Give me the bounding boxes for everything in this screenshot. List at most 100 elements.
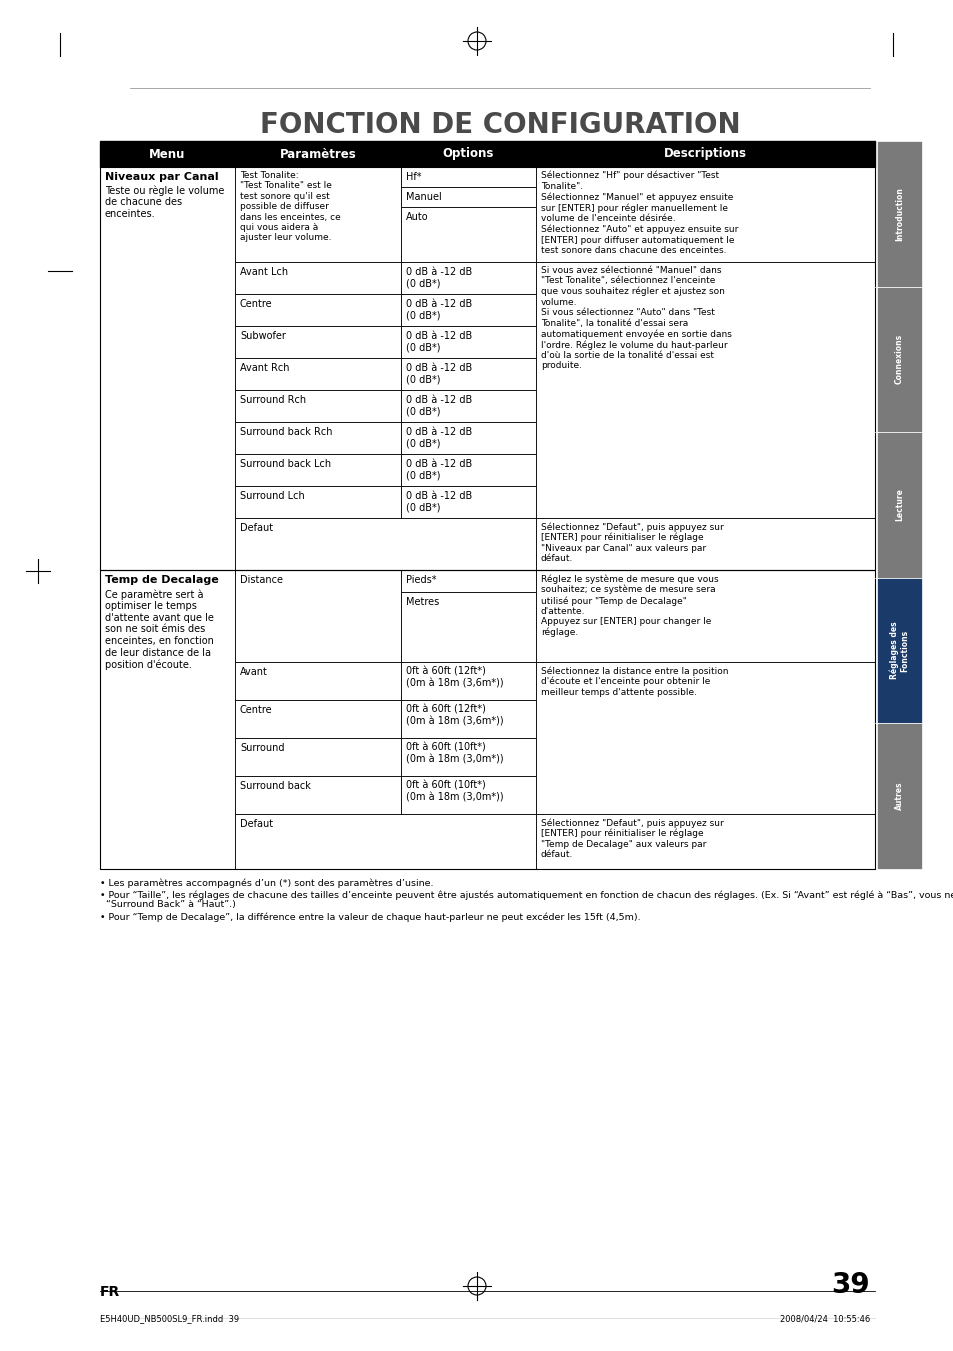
Bar xyxy=(234,454,400,486)
Bar xyxy=(100,168,234,570)
Text: 0 dB à -12 dB
(0 dB*): 0 dB à -12 dB (0 dB*) xyxy=(406,331,472,353)
Text: Surround back: Surround back xyxy=(240,781,311,790)
Text: Sélectionnez "Defaut", puis appuyez sur
[ENTER] pour réinitialiser le réglage
"N: Sélectionnez "Defaut", puis appuyez sur … xyxy=(540,521,723,563)
Bar xyxy=(400,738,536,775)
Text: 0ft à 60ft (12ft*)
(0m à 18m (3,6m*)): 0ft à 60ft (12ft*) (0m à 18m (3,6m*)) xyxy=(406,667,503,689)
Bar xyxy=(400,700,536,738)
Text: 0 dB à -12 dB
(0 dB*): 0 dB à -12 dB (0 dB*) xyxy=(406,394,472,416)
Bar xyxy=(876,578,921,723)
Text: FR: FR xyxy=(100,1285,120,1300)
Text: Réglages des
Fonctions: Réglages des Fonctions xyxy=(888,621,908,680)
Bar xyxy=(234,815,536,869)
Text: Options: Options xyxy=(442,147,494,161)
Text: • Pour “Temp de Decalage”, la différence entre la valeur de chaque haut-parleur : • Pour “Temp de Decalage”, la différence… xyxy=(100,912,640,921)
Bar xyxy=(536,168,874,262)
Bar xyxy=(100,570,234,869)
Text: Sélectionnez la distance entre la position
d'écoute et l'enceinte pour obtenir l: Sélectionnez la distance entre la positi… xyxy=(540,666,728,697)
Text: Surround Lch: Surround Lch xyxy=(240,490,304,501)
Bar xyxy=(876,432,921,578)
Text: 39: 39 xyxy=(830,1271,869,1300)
Bar xyxy=(536,262,874,517)
Text: • Pour “Taille”, les réglages de chacune des tailles d’enceinte peuvent être aju: • Pour “Taille”, les réglages de chacune… xyxy=(100,892,953,901)
Text: Manuel: Manuel xyxy=(406,192,441,203)
Text: Auto: Auto xyxy=(406,212,428,222)
Text: E5H40UD_NB500SL9_FR.indd  39: E5H40UD_NB500SL9_FR.indd 39 xyxy=(100,1315,239,1323)
Bar xyxy=(400,168,536,186)
Text: Avant Rch: Avant Rch xyxy=(240,363,289,373)
Bar xyxy=(876,723,921,869)
Bar xyxy=(876,286,921,432)
Bar xyxy=(234,326,400,358)
Bar xyxy=(400,262,536,295)
Text: Defaut: Defaut xyxy=(240,819,273,830)
Bar xyxy=(234,662,400,700)
Text: Pieds*: Pieds* xyxy=(406,576,436,585)
Bar xyxy=(536,570,874,662)
Text: • Les paramètres accompagnés d’un (*) sont des paramètres d’usine.: • Les paramètres accompagnés d’un (*) so… xyxy=(100,880,433,889)
Text: Réglez le système de mesure que vous
souhaitez; ce système de mesure sera
utilis: Réglez le système de mesure que vous sou… xyxy=(540,574,718,638)
Text: Test Tonalite:
"Test Tonalite" est le
test sonore qu'il est
possible de diffuser: Test Tonalite: "Test Tonalite" est le te… xyxy=(240,172,340,242)
Bar xyxy=(400,295,536,326)
Bar xyxy=(400,486,536,517)
Text: Surround back Lch: Surround back Lch xyxy=(240,459,331,469)
Bar xyxy=(400,207,536,262)
Bar xyxy=(234,738,400,775)
Text: 0 dB à -12 dB
(0 dB*): 0 dB à -12 dB (0 dB*) xyxy=(406,459,472,481)
Text: Menu: Menu xyxy=(150,147,186,161)
Text: 0 dB à -12 dB
(0 dB*): 0 dB à -12 dB (0 dB*) xyxy=(406,363,472,385)
Text: Introduction: Introduction xyxy=(894,186,903,240)
Bar xyxy=(234,517,536,570)
Bar xyxy=(536,517,874,570)
Bar xyxy=(400,592,536,662)
Text: Surround back Rch: Surround back Rch xyxy=(240,427,333,436)
Bar xyxy=(100,570,874,869)
Bar xyxy=(400,570,536,592)
Bar xyxy=(234,486,400,517)
Text: Distance: Distance xyxy=(240,576,283,585)
Text: Teste ou règle le volume
de chacune des
enceintes.: Teste ou règle le volume de chacune des … xyxy=(105,185,224,219)
Text: Sélectionnez "Hf" pour désactiver "Test
Tonalite".
Sélectionnez "Manuel" et appu: Sélectionnez "Hf" pour désactiver "Test … xyxy=(540,172,738,255)
Text: Paramètres: Paramètres xyxy=(279,147,356,161)
Bar xyxy=(234,775,400,815)
Text: 2008/04/24  10:55:46: 2008/04/24 10:55:46 xyxy=(779,1315,869,1323)
Text: 0 dB à -12 dB
(0 dB*): 0 dB à -12 dB (0 dB*) xyxy=(406,299,472,320)
Bar xyxy=(876,141,921,286)
Text: Avant: Avant xyxy=(240,667,268,677)
Bar xyxy=(100,168,874,570)
Bar xyxy=(234,570,400,662)
Bar xyxy=(400,390,536,422)
Bar xyxy=(234,422,400,454)
Text: Metres: Metres xyxy=(406,597,438,607)
Text: Temp de Decalage: Temp de Decalage xyxy=(105,576,218,585)
Bar xyxy=(400,775,536,815)
Bar xyxy=(536,815,874,869)
Text: “Surround Back” à “Haut”.): “Surround Back” à “Haut”.) xyxy=(100,900,235,909)
Text: 0ft à 60ft (12ft*)
(0m à 18m (3,6m*)): 0ft à 60ft (12ft*) (0m à 18m (3,6m*)) xyxy=(406,705,503,727)
Text: Hf*: Hf* xyxy=(406,172,421,182)
Bar xyxy=(234,168,400,262)
Text: FONCTION DE CONFIGURATION: FONCTION DE CONFIGURATION xyxy=(259,111,740,139)
Text: 0 dB à -12 dB
(0 dB*): 0 dB à -12 dB (0 dB*) xyxy=(406,427,472,449)
Text: 0ft à 60ft (10ft*)
(0m à 18m (3,0m*)): 0ft à 60ft (10ft*) (0m à 18m (3,0m*)) xyxy=(406,781,503,802)
Bar xyxy=(400,326,536,358)
Bar xyxy=(400,454,536,486)
Text: 0 dB à -12 dB
(0 dB*): 0 dB à -12 dB (0 dB*) xyxy=(406,267,472,289)
Text: 0ft à 60ft (10ft*)
(0m à 18m (3,0m*)): 0ft à 60ft (10ft*) (0m à 18m (3,0m*)) xyxy=(406,743,503,765)
Text: Subwofer: Subwofer xyxy=(240,331,286,340)
Text: Connexions: Connexions xyxy=(894,334,903,385)
Text: Defaut: Defaut xyxy=(240,523,273,534)
Text: Si vous avez sélectionné "Manuel" dans
"Test Tonalite", sélectionnez l'enceinte
: Si vous avez sélectionné "Manuel" dans "… xyxy=(540,266,731,370)
Bar xyxy=(234,358,400,390)
Text: Niveaux par Canal: Niveaux par Canal xyxy=(105,172,218,182)
Bar xyxy=(400,358,536,390)
Text: Centre: Centre xyxy=(240,299,273,309)
Bar xyxy=(400,422,536,454)
Text: Ce paramètre sert à
optimiser le temps
d'attente avant que le
son ne soit émis d: Ce paramètre sert à optimiser le temps d… xyxy=(105,589,213,670)
Bar xyxy=(400,186,536,207)
Text: Centre: Centre xyxy=(240,705,273,715)
Text: Sélectionnez "Defaut", puis appuyez sur
[ENTER] pour réinitialiser le réglage
"T: Sélectionnez "Defaut", puis appuyez sur … xyxy=(540,817,723,859)
Bar xyxy=(100,141,874,168)
Text: Lecture: Lecture xyxy=(894,489,903,521)
Text: Surround Rch: Surround Rch xyxy=(240,394,306,405)
Bar xyxy=(536,662,874,815)
